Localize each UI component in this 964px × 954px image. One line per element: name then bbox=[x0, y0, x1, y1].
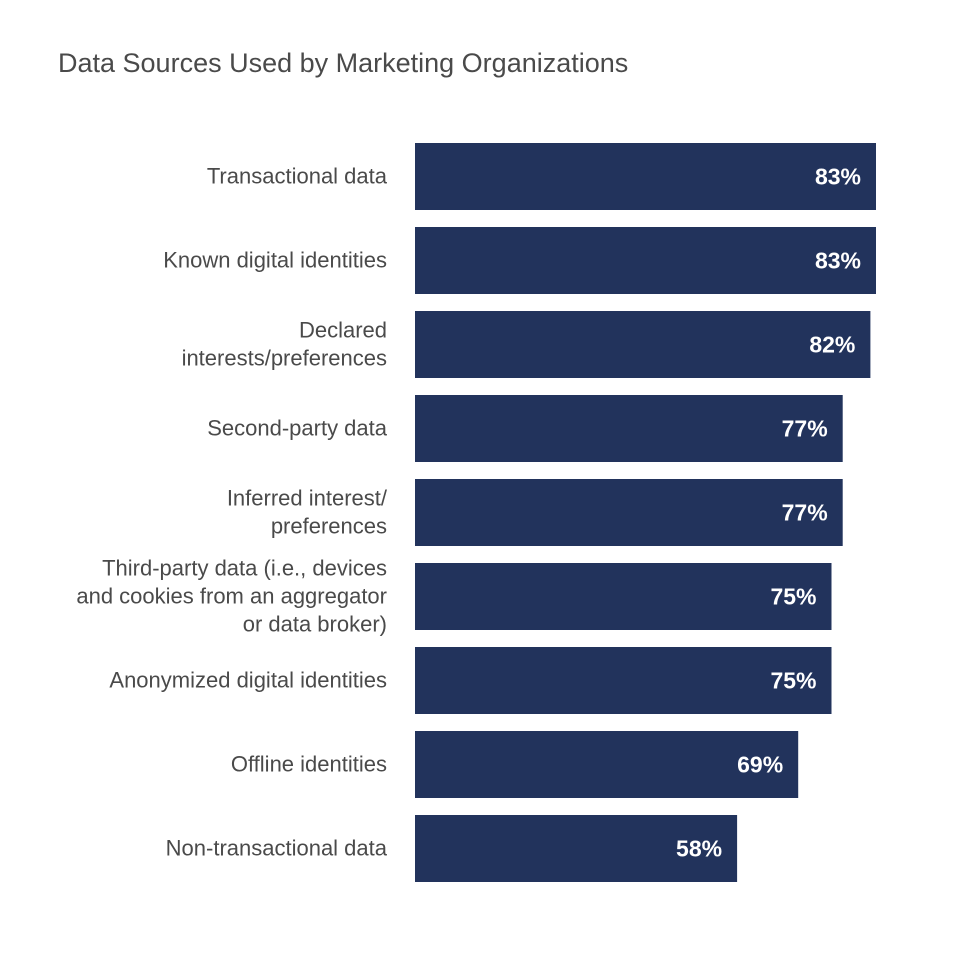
bar-value-label: 77% bbox=[782, 416, 828, 442]
category-label: Anonymized digital identities bbox=[109, 668, 387, 693]
bar-value-label: 82% bbox=[809, 332, 855, 358]
bar-value-label: 75% bbox=[770, 668, 816, 694]
category-label: Non-transactional data bbox=[166, 836, 388, 861]
bar bbox=[415, 479, 843, 546]
bar-value-label: 83% bbox=[815, 164, 861, 190]
bar bbox=[415, 143, 876, 210]
bar bbox=[415, 647, 832, 714]
bar-value-label: 58% bbox=[676, 836, 722, 862]
bar bbox=[415, 563, 832, 630]
chart-title: Data Sources Used by Marketing Organizat… bbox=[58, 48, 629, 78]
bar bbox=[415, 227, 876, 294]
bar bbox=[415, 731, 799, 798]
category-label: Transactional data bbox=[207, 164, 388, 189]
category-label: Inferred interest/preferences bbox=[227, 486, 388, 539]
category-label: Second-party data bbox=[207, 416, 388, 441]
category-label: Third-party data (i.e., devices and cooki… bbox=[76, 556, 387, 637]
bar-value-label: 75% bbox=[770, 584, 816, 610]
bar-value-label: 77% bbox=[782, 500, 828, 526]
bar-value-label: 69% bbox=[737, 752, 783, 778]
bar bbox=[415, 815, 738, 882]
bar bbox=[415, 311, 871, 378]
category-label: Offline identities bbox=[231, 752, 387, 777]
category-label: Declared interests/preferences bbox=[182, 318, 387, 371]
bar bbox=[415, 395, 843, 462]
category-label: Known digital identities bbox=[163, 248, 387, 273]
bar-value-label: 83% bbox=[815, 248, 861, 274]
